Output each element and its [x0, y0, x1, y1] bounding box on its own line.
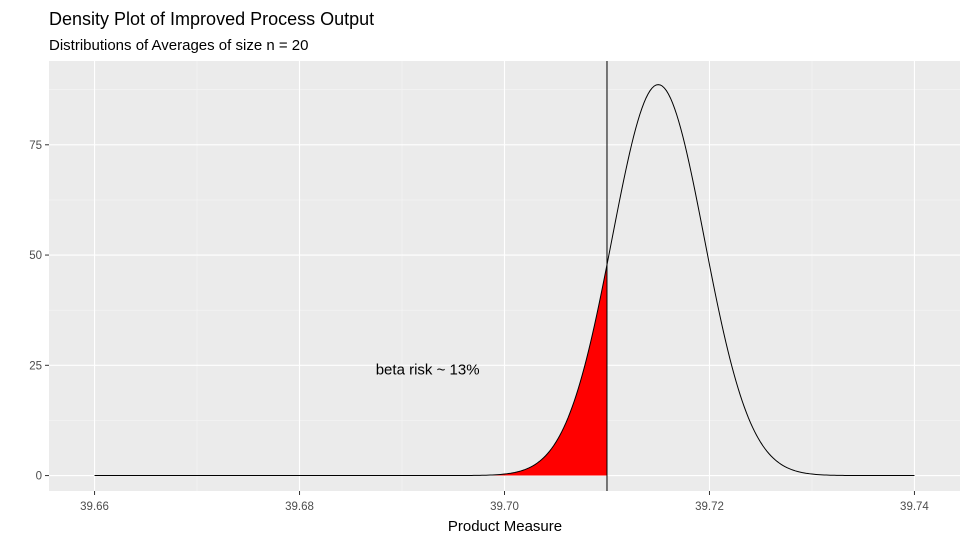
y-tick-label: 0: [36, 471, 42, 483]
y-tick-label: 25: [29, 360, 42, 372]
beta-risk-area: [94, 264, 607, 476]
x-tick-label: 39.72: [695, 501, 724, 513]
x-tick-label: 39.66: [80, 501, 109, 513]
x-tick-label: 39.74: [900, 501, 929, 513]
beta-risk-annotation: beta risk ~ 13%: [376, 362, 480, 379]
density-curve: [94, 84, 915, 477]
chart-title: Density Plot of Improved Process Output: [49, 9, 374, 29]
x-axis-title: Product Measure: [448, 518, 562, 535]
x-tick-label: 39.70: [490, 501, 519, 513]
plot-area: beta risk ~ 13% 0 25 50 75 39.66 39.68 39.70 39.…: [29, 61, 960, 513]
x-tick-label: 39.68: [285, 501, 314, 513]
y-tick-label: 75: [29, 140, 42, 152]
y-tick-label: 50: [29, 250, 42, 262]
chart-subtitle: Distributions of Averages of size n = 20: [49, 37, 308, 54]
